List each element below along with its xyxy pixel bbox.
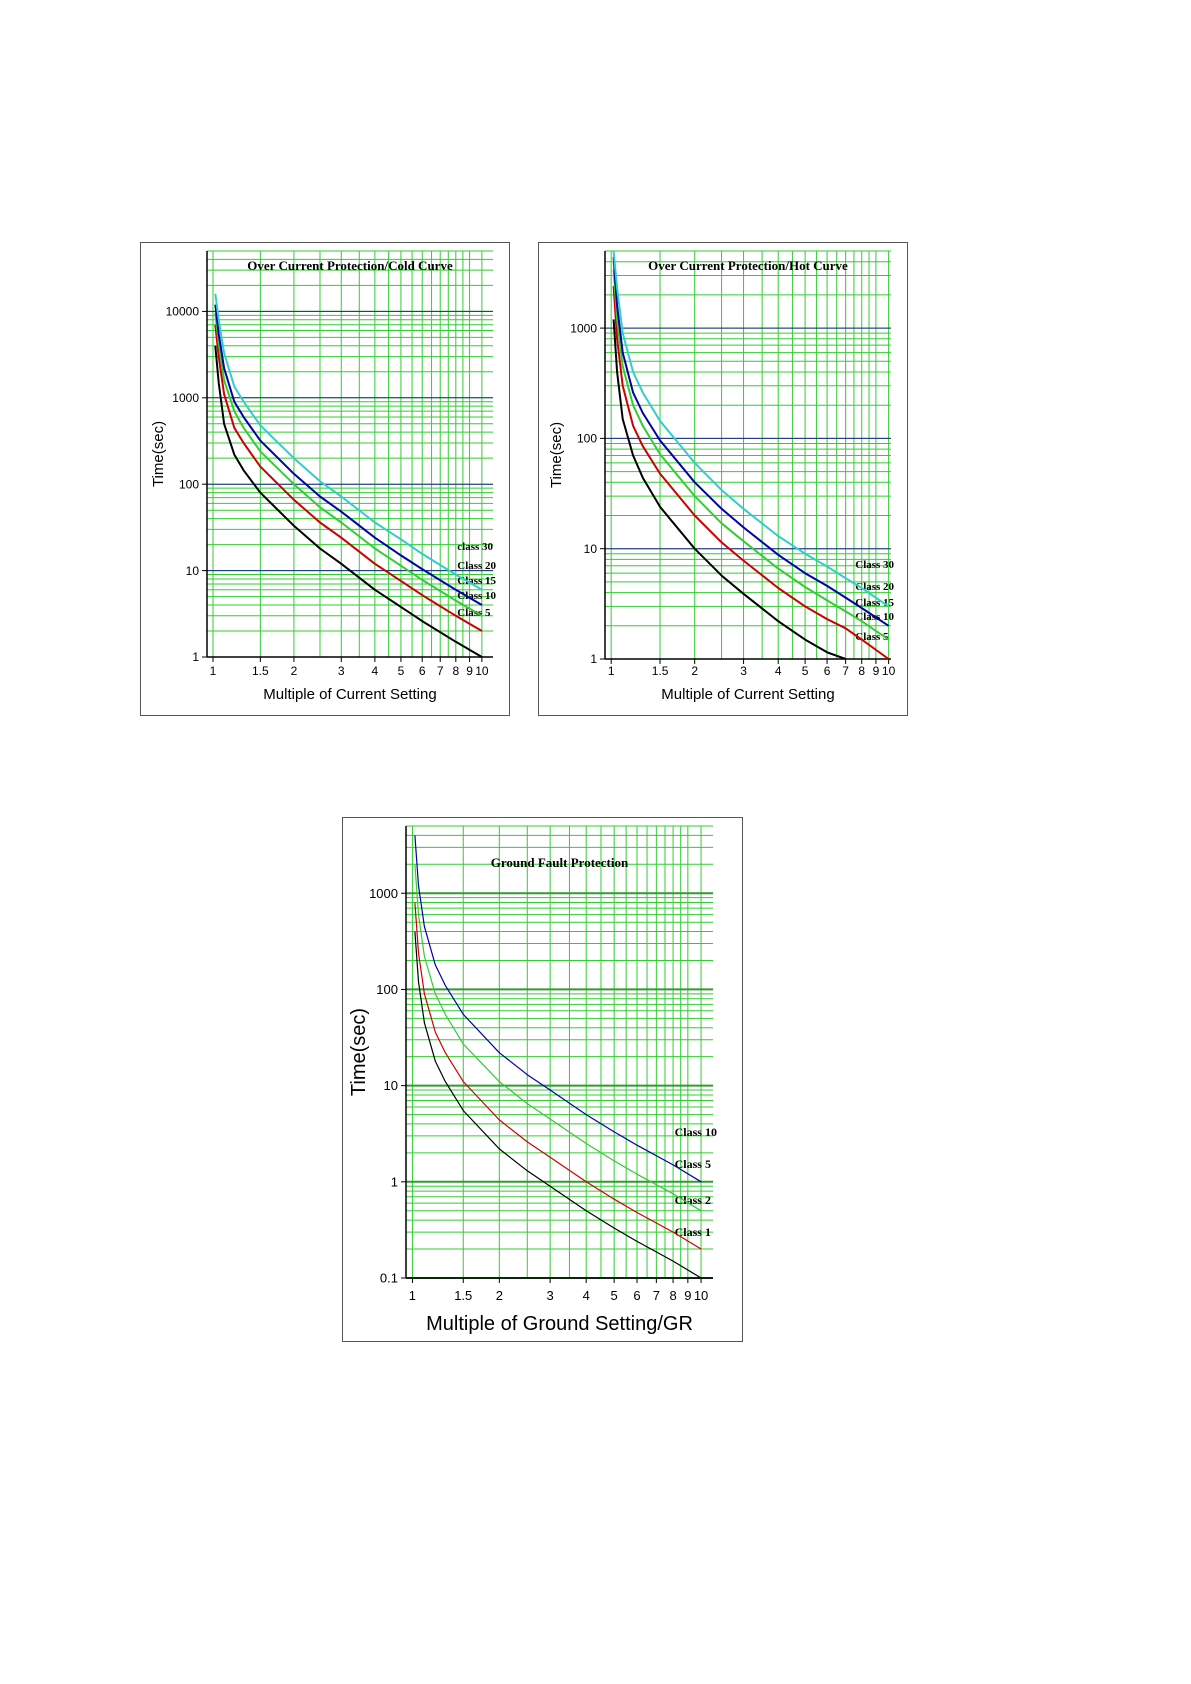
x-tick-label: 3 [338, 664, 345, 678]
x-tick-label: 8 [669, 1288, 676, 1303]
y-tick-label: 1 [391, 1174, 398, 1189]
x-tick-label: 5 [398, 664, 405, 678]
x-tick-label: 7 [437, 664, 444, 678]
x-tick-label: 5 [611, 1288, 618, 1303]
y-tick-label: 1 [192, 650, 199, 664]
y-tick-label: 10 [584, 542, 598, 556]
y-tick-label: 1 [590, 652, 597, 666]
x-tick-label: 8 [858, 664, 865, 678]
chart-title: Over Current Protection/Cold Curve [247, 258, 453, 273]
series-line-class-20 [214, 304, 483, 606]
x-tick-label: 4 [583, 1288, 590, 1303]
x-tick-label: 6 [633, 1288, 640, 1303]
x-tick-label: 1 [608, 664, 615, 678]
x-tick-label: 1.5 [252, 664, 269, 678]
x-axis-label: Multiple of Ground Setting/GR [426, 1313, 693, 1335]
x-tick-label: 5 [802, 664, 809, 678]
series-line-class-10 [214, 324, 483, 632]
y-tick-label: 100 [179, 477, 199, 491]
chart-title: Ground Fault Protection [491, 855, 629, 870]
series-line-class-15 [214, 313, 483, 617]
series-label-class-10: Class 10 [457, 590, 496, 602]
y-tick-label: 1000 [570, 321, 597, 335]
x-tick-label: 10 [694, 1288, 708, 1303]
series-line-class-10 [612, 286, 890, 660]
x-tick-label: 4 [372, 664, 379, 678]
y-tick-label: 100 [376, 982, 398, 997]
series-line-class-2 [414, 902, 702, 1250]
series-line-class-5 [214, 345, 483, 658]
x-tick-label: 2 [496, 1288, 503, 1303]
x-tick-label: 2 [291, 664, 298, 678]
x-tick-label: 10 [475, 664, 489, 678]
y-tick-label: 1000 [172, 391, 199, 405]
series-label-class-2: Class 2 [675, 1193, 711, 1207]
series-label-class-30: Class 30 [855, 559, 894, 571]
series-label-class-15: Class 15 [855, 597, 894, 609]
x-tick-label: 10 [882, 664, 896, 678]
series-label-class-30: class 30 [457, 541, 493, 553]
x-tick-label: 9 [466, 664, 473, 678]
series-line-class-30 [612, 250, 890, 608]
x-tick-label: 6 [419, 664, 426, 678]
series-line-class-5 [414, 864, 702, 1212]
y-tick-label: 10 [384, 1078, 398, 1093]
x-axis-label: Multiple of Current Setting [263, 686, 436, 703]
y-axis-label: Time(sec) [150, 421, 167, 487]
series-line-class-10 [414, 835, 702, 1183]
y-tick-label: 10000 [166, 305, 200, 319]
y-axis-label: Time(sec) [548, 422, 565, 488]
x-tick-label: 3 [547, 1288, 554, 1303]
series-line-class-20 [612, 257, 890, 627]
x-tick-label: 3 [740, 664, 747, 678]
series-label-class-20: Class 20 [457, 560, 496, 572]
chart-title: Over Current Protection/Hot Curve [648, 258, 848, 273]
x-tick-label: 9 [684, 1288, 691, 1303]
hot-curve-chart: 1 10 100 1000 1 1.5 2 3 4 5 6 7 8 9 10 Multiple of Curr… [538, 242, 908, 716]
series-label-class-1: Class 1 [675, 1225, 711, 1239]
series-label-class-15: Class 15 [457, 575, 496, 587]
x-tick-label: 1.5 [652, 664, 669, 678]
x-tick-label: 2 [691, 664, 698, 678]
y-tick-label: 1000 [369, 886, 398, 901]
x-tick-label: 7 [653, 1288, 660, 1303]
series-line-class-5 [612, 319, 846, 660]
series-line-class-1 [414, 931, 702, 1279]
y-tick-label: 100 [577, 432, 597, 446]
x-tick-label: 4 [775, 664, 782, 678]
series-label-class-5: Class 5 [457, 607, 491, 619]
x-tick-label: 8 [452, 664, 459, 678]
y-tick-label: 0.1 [380, 1271, 398, 1286]
y-axis-label: Time(sec) [348, 1008, 370, 1096]
series-label-class-10: Class 10 [675, 1125, 717, 1139]
cold-curve-chart: 1 10 100 1000 10000 1 1.5 2 3 4 5 6 7 8 9 10 Multiple of… [140, 242, 510, 716]
series-line-class-15 [612, 269, 890, 641]
grid-lines [207, 250, 493, 658]
x-tick-label: 1.5 [454, 1288, 472, 1303]
y-tick-label: 10 [186, 564, 200, 578]
x-tick-label: 6 [824, 664, 831, 678]
x-tick-label: 7 [842, 664, 849, 678]
x-tick-label: 1 [210, 664, 217, 678]
series-line-class-30 [214, 293, 483, 591]
x-tick-label: 9 [873, 664, 880, 678]
ground-fault-chart: 0.1 1 10 100 1000 1 1.5 2 3 4 5 6 7 8 9 10 Multiple of G… [342, 817, 743, 1342]
series-label-class-5: Class 5 [675, 1157, 711, 1171]
x-tick-label: 1 [409, 1288, 416, 1303]
x-axis-label: Multiple of Current Setting [661, 686, 834, 703]
